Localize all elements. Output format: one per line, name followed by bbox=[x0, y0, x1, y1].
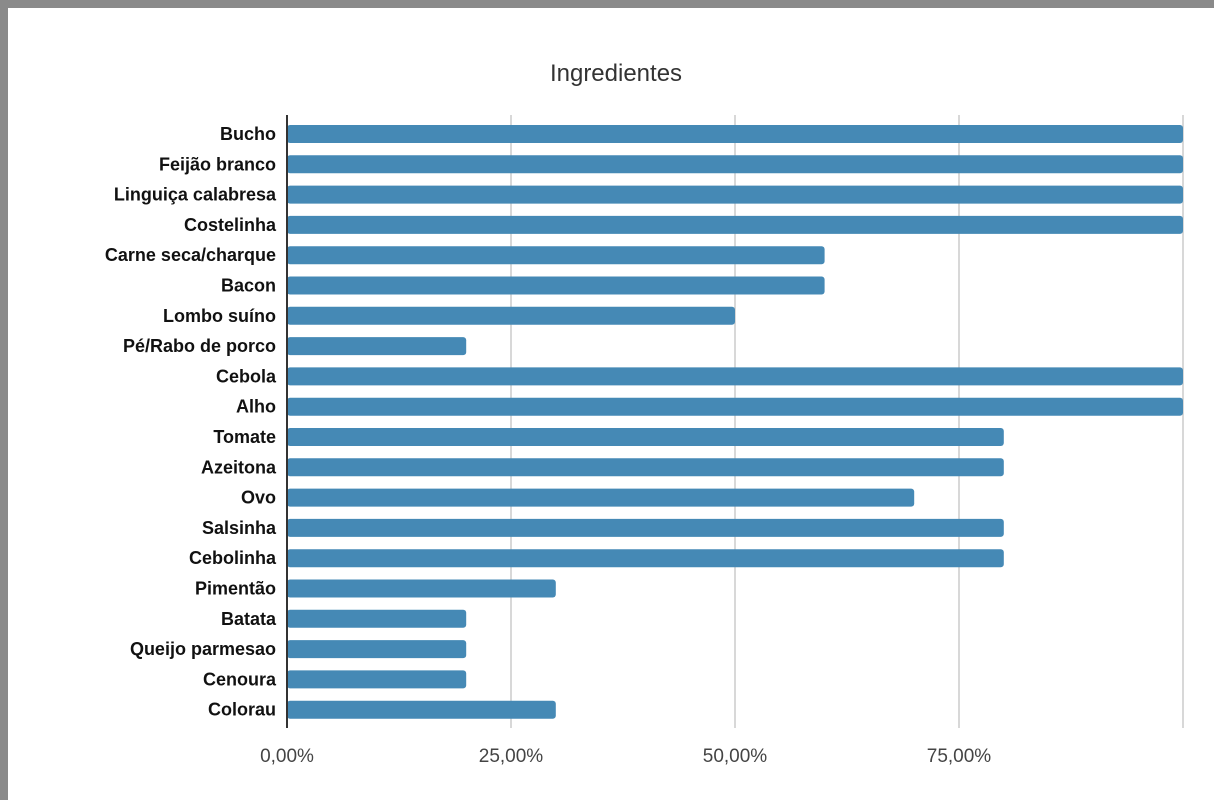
category-label-2: Linguiça calabresa bbox=[114, 185, 277, 205]
category-label-9: Alho bbox=[236, 397, 276, 417]
tick-labels: 0,00% 25,00% 50,00% 75,00% bbox=[260, 746, 991, 767]
category-label-11: Azeitona bbox=[201, 457, 277, 477]
bar-11 bbox=[287, 458, 1004, 477]
category-label-1: Feijão branco bbox=[159, 154, 276, 174]
bar-0 bbox=[287, 125, 1183, 143]
category-label-14: Cebolinha bbox=[189, 548, 277, 568]
category-label-19: Colorau bbox=[208, 700, 276, 720]
bar-17 bbox=[287, 640, 467, 659]
bars bbox=[287, 125, 1183, 719]
category-label-5: Bacon bbox=[221, 276, 276, 296]
bar-12 bbox=[287, 488, 915, 507]
category-label-4: Carne seca/charque bbox=[105, 245, 276, 265]
bar-10 bbox=[287, 428, 1004, 446]
bar-4 bbox=[287, 246, 825, 265]
x-tick-label-3: 75,00% bbox=[927, 746, 992, 767]
bar-5 bbox=[287, 276, 825, 295]
category-label-3: Costelinha bbox=[184, 215, 277, 235]
chart-title: Ingredientes bbox=[549, 60, 683, 87]
category-label-12: Ovo bbox=[241, 488, 276, 508]
bar-9 bbox=[287, 397, 1183, 416]
category-label-7: Pé/Rabo de porco bbox=[123, 336, 276, 356]
bar-8 bbox=[287, 367, 1183, 386]
gridlines bbox=[510, 115, 1184, 728]
category-label-0: Bucho bbox=[220, 124, 276, 144]
bar-7 bbox=[287, 337, 467, 356]
category-label-10: Tomate bbox=[213, 427, 276, 447]
bar-6 bbox=[287, 306, 735, 325]
bar-18 bbox=[287, 670, 467, 689]
bar-3 bbox=[287, 215, 1183, 234]
category-label-16: Batata bbox=[221, 609, 277, 629]
category-label-17: Queijo parmesao bbox=[130, 639, 276, 659]
category-label-6: Lombo suíno bbox=[163, 306, 276, 326]
bar-2 bbox=[287, 185, 1183, 204]
category-label-18: Cenoura bbox=[203, 669, 277, 689]
x-tick-label-1: 25,00% bbox=[479, 746, 544, 767]
bar-1 bbox=[287, 155, 1183, 174]
bar-14 bbox=[287, 549, 1004, 568]
bar-16 bbox=[287, 609, 467, 628]
bar-13 bbox=[287, 518, 1004, 537]
x-tick-label-0: 0,00% bbox=[260, 746, 314, 767]
category-labels: Bucho Feijão branco Linguiça calabresa Cost… bbox=[105, 124, 277, 720]
category-label-15: Pimentão bbox=[195, 579, 276, 599]
category-label-13: Salsinha bbox=[202, 518, 277, 538]
x-tick-label-2: 50,00% bbox=[703, 746, 768, 767]
category-label-8: Cebola bbox=[216, 366, 277, 386]
bar-15 bbox=[287, 579, 556, 598]
bar-19 bbox=[287, 700, 556, 719]
